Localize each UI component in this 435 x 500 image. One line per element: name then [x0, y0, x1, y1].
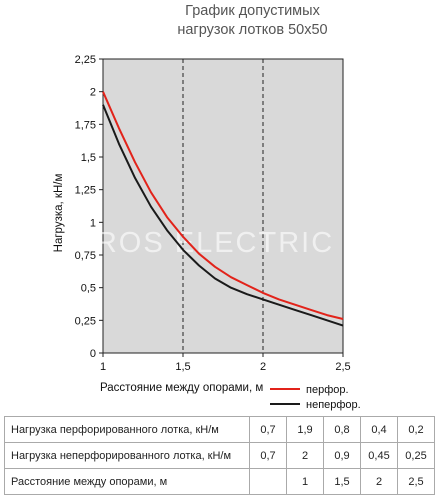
x-tick-label: 2 — [260, 361, 266, 373]
table-cell — [249, 468, 287, 495]
watermark: ROS ELECTRIC — [96, 227, 334, 259]
table-row: Расстояние между опорами, м 1 1,5 2 2,5 — [4, 468, 435, 495]
load-chart: ROS ELECTRIC 0 0,25 0,5 0,75 1 1,25 1,5 1,75 2 2,… — [53, 54, 361, 411]
table-cell: 1,5 — [323, 468, 361, 495]
y-tick-label: 1,5 — [81, 152, 96, 164]
table-cell: 2 — [360, 468, 398, 495]
table-cell: 2 — [286, 442, 324, 469]
y-tick-label: 0,75 — [75, 250, 96, 262]
y-tick-label: 0 — [90, 348, 96, 360]
chart-title: График допустимых нагрузок лотков 50х50 — [0, 2, 435, 40]
table-cell: 0,8 — [323, 416, 361, 443]
table-cell: 0,25 — [397, 442, 435, 469]
table-cell: 0,7 — [249, 416, 287, 443]
table-row-label: Нагрузка неперфорированного лотка, кН/м — [4, 442, 250, 469]
y-tick-label: 0,25 — [75, 315, 96, 327]
y-axis-label: Нагрузка, кН/м — [53, 174, 65, 253]
legend-label: неперфор. — [306, 399, 361, 411]
series-line — [102, 104, 344, 327]
table-cell: 1 — [286, 468, 324, 495]
series-line — [102, 91, 344, 320]
series-lines — [102, 91, 344, 327]
x-tick-label: 1,5 — [175, 361, 190, 373]
x-axis-ticks: 1 1,5 2 2,5 — [100, 353, 351, 373]
plot-area — [102, 58, 344, 354]
y-tick-label: 0,5 — [81, 283, 96, 295]
y-tick-label: 1 — [90, 217, 96, 229]
table-row: Нагрузка перфорированного лотка, кН/м 0,7… — [4, 416, 435, 443]
y-tick-label: 1,75 — [75, 119, 96, 131]
table-cell: 0,7 — [249, 442, 287, 469]
y-tick-label: 2 — [90, 87, 96, 99]
x-tick-label: 1 — [100, 361, 106, 373]
legend: перфор. неперфор. — [270, 384, 361, 411]
y-axis-ticks: 0 0,25 0,5 0,75 1 1,25 1,5 1,75 2 2,25 — [75, 54, 103, 360]
y-tick-label: 2,25 — [75, 54, 96, 66]
table-cell: 0,4 — [360, 416, 398, 443]
legend-label: перфор. — [306, 384, 349, 396]
table-row: Нагрузка неперфорированного лотка, кН/м 0… — [4, 442, 435, 469]
chart-title-line-2: нагрузок лотков 50х50 — [177, 22, 328, 38]
table-cell: 0,45 — [360, 442, 398, 469]
table-cell: 1,9 — [286, 416, 324, 443]
x-tick-label: 2,5 — [335, 361, 350, 373]
y-tick-label: 1,25 — [75, 185, 96, 197]
table-row-label: Нагрузка перфорированного лотка, кН/м — [4, 416, 250, 443]
table-cell: 0,2 — [397, 416, 435, 443]
table-row-label: Расстояние между опорами, м — [4, 468, 250, 495]
table-cell: 0,9 — [323, 442, 361, 469]
data-table: Нагрузка перфорированного лотка, кН/м 0,7… — [4, 416, 435, 495]
chart-title-line-1: График допустимых — [185, 3, 320, 19]
x-axis-label: Расстояние между опорами, м — [100, 382, 263, 394]
table-cell: 2,5 — [397, 468, 435, 495]
grid-lines — [182, 59, 264, 353]
